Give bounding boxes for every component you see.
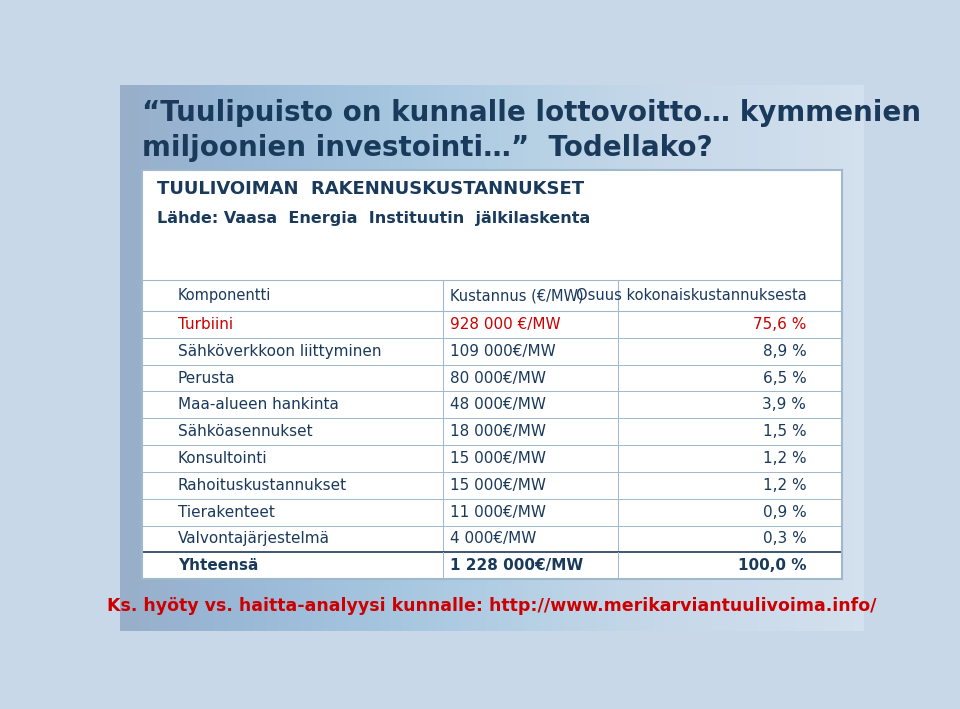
Text: Kustannus (€/MW): Kustannus (€/MW) (450, 288, 584, 303)
Text: 109 000€/MW: 109 000€/MW (450, 344, 556, 359)
Text: 11 000€/MW: 11 000€/MW (450, 505, 546, 520)
Text: Osuus kokonaiskustannuksesta: Osuus kokonaiskustannuksesta (575, 288, 806, 303)
Text: 1,2 %: 1,2 % (762, 478, 806, 493)
Text: Lähde: Vaasa  Energia  Instituutin  jälkilaskenta: Lähde: Vaasa Energia Instituutin jälkila… (157, 211, 590, 226)
Text: Yhteensä: Yhteensä (178, 558, 258, 574)
Text: “Tuulipuisto on kunnalle lottovoitto… kymmenien: “Tuulipuisto on kunnalle lottovoitto… ky… (142, 99, 922, 127)
Text: 6,5 %: 6,5 % (762, 371, 806, 386)
Text: 3,9 %: 3,9 % (762, 397, 806, 413)
Bar (142, 169, 842, 579)
Text: Sähköverkkoon liittyminen: Sähköverkkoon liittyminen (178, 344, 381, 359)
Text: 18 000€/MW: 18 000€/MW (450, 424, 546, 439)
Text: TUULIVOIMAN  RAKENNUSKUSTANNUKSET: TUULIVOIMAN RAKENNUSKUSTANNUKSET (157, 179, 585, 198)
Text: Valvontajärjestelmä: Valvontajärjestelmä (178, 532, 329, 547)
Text: Konsultointi: Konsultointi (178, 451, 267, 466)
Text: miljoonien investointi…”  Todellako?: miljoonien investointi…” Todellako? (142, 134, 713, 162)
Text: 75,6 %: 75,6 % (753, 317, 806, 332)
Text: 0,3 %: 0,3 % (762, 532, 806, 547)
Text: 1 228 000€/MW: 1 228 000€/MW (450, 558, 584, 574)
Text: 1,5 %: 1,5 % (762, 424, 806, 439)
Text: 928 000 €/MW: 928 000 €/MW (450, 317, 561, 332)
Text: Rahoituskustannukset: Rahoituskustannukset (178, 478, 347, 493)
Text: Ks. hyöty vs. haitta-analyysi kunnalle: http://www.merikarviantuulivoima.info/: Ks. hyöty vs. haitta-analyysi kunnalle: … (108, 598, 876, 615)
Text: 15 000€/MW: 15 000€/MW (450, 478, 546, 493)
Text: 1,2 %: 1,2 % (762, 451, 806, 466)
Text: Perusta: Perusta (178, 371, 235, 386)
Text: 0,9 %: 0,9 % (762, 505, 806, 520)
Text: Tierakenteet: Tierakenteet (178, 505, 275, 520)
Text: 8,9 %: 8,9 % (762, 344, 806, 359)
Text: Turbiini: Turbiini (178, 317, 233, 332)
Text: Sähköasennukset: Sähköasennukset (178, 424, 312, 439)
Text: 4 000€/MW: 4 000€/MW (450, 532, 537, 547)
Text: Komponentti: Komponentti (178, 288, 271, 303)
Text: 100,0 %: 100,0 % (738, 558, 806, 574)
Text: 15 000€/MW: 15 000€/MW (450, 451, 546, 466)
Text: 48 000€/MW: 48 000€/MW (450, 397, 546, 413)
Text: Maa-alueen hankinta: Maa-alueen hankinta (178, 397, 339, 413)
Text: 80 000€/MW: 80 000€/MW (450, 371, 546, 386)
